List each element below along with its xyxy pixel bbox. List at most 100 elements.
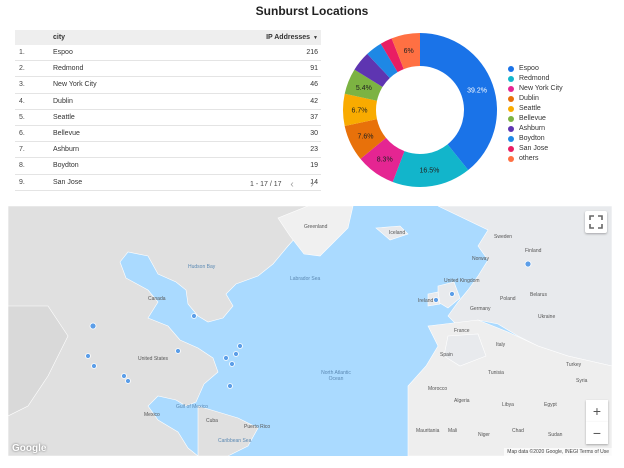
map-label-libya: Libya: [502, 402, 514, 408]
map-label-united-states: United States: [138, 356, 169, 362]
legend-label: Espoo: [519, 65, 539, 72]
table-body: 1. Espoo 216 2. Redmond 91 3. New York City 46 4.…: [15, 45, 321, 191]
row-number: 6.: [19, 129, 25, 137]
table-row[interactable]: 9. San Jose 14: [15, 175, 321, 191]
legend-swatch: [508, 66, 514, 72]
legend-swatch: [508, 146, 514, 152]
donut-slice-label: 7.6%: [357, 134, 373, 141]
legend-label: Redmond: [519, 75, 550, 82]
donut-chart: 39.2% 16.5% 8.3% 7.6% 6.7% 5.4% 6%: [343, 33, 497, 187]
row-number: 9.: [19, 178, 25, 186]
legend-swatch: [508, 126, 514, 132]
row-value: 19: [310, 162, 318, 170]
map[interactable]: Greenland Iceland Hudson Bay Labrador Se…: [8, 206, 612, 456]
column-header-ip-addresses[interactable]: IP Addresses ▼: [266, 34, 318, 41]
map-label-tunisia: Tunisia: [488, 370, 504, 376]
table-row[interactable]: 1. Espoo 216: [15, 45, 321, 62]
donut-slice-0[interactable]: [420, 33, 497, 171]
table-row[interactable]: 2. Redmond 91: [15, 61, 321, 78]
row-city: Ashburn: [53, 146, 80, 154]
row-number: 7.: [19, 146, 25, 154]
donut-slice-9[interactable]: [391, 33, 420, 70]
column-header-city[interactable]: city: [53, 34, 66, 41]
map-label-chad: Chad: [512, 428, 524, 434]
table-header: city IP Addresses ▼: [15, 30, 321, 45]
legend-label: Boydton: [519, 135, 545, 142]
table-row[interactable]: 5. Seattle 37: [15, 110, 321, 126]
map-label-mexico: Mexico: [144, 412, 160, 418]
map-land: [8, 206, 612, 456]
donut-slice-1[interactable]: [392, 144, 469, 187]
pagination-info: 1 - 17 / 17: [250, 181, 282, 188]
map-label-mali: Mali: [448, 428, 458, 434]
row-value: 23: [310, 146, 318, 154]
zoom-in-button[interactable]: +: [586, 400, 608, 422]
row-city: San Jose: [53, 178, 83, 186]
google-logo: Google: [12, 443, 47, 454]
zoom-out-button[interactable]: −: [586, 422, 608, 444]
donut-slice-2[interactable]: [360, 137, 405, 183]
map-label-caribbean: Caribbean Sea: [218, 438, 252, 444]
map-attribution[interactable]: Map data ©2020 Google, INEGI Terms of Us…: [504, 448, 612, 456]
map-label-niger: Niger: [478, 432, 490, 438]
table-row[interactable]: 6. Bellevue 30: [15, 126, 321, 143]
row-city: New York City: [53, 81, 97, 89]
next-page-icon[interactable]: ›: [310, 179, 314, 190]
legend-swatch: [508, 136, 514, 142]
donut-slice-4[interactable]: [343, 93, 377, 126]
row-value: 37: [310, 113, 318, 121]
donut-slice-label: 39.2%: [467, 87, 487, 94]
map-label-iceland: Iceland: [389, 230, 406, 236]
donut-slice-8[interactable]: [380, 38, 404, 73]
legend-label: others: [519, 155, 539, 162]
table-row[interactable]: 7. Ashburn 23: [15, 142, 321, 159]
legend-swatch: [508, 86, 514, 92]
map-label-hudson-bay: Hudson Bay: [188, 264, 216, 270]
legend-swatch: [508, 106, 514, 112]
prev-page-icon[interactable]: ‹: [290, 179, 294, 190]
row-number: 5.: [19, 113, 25, 121]
legend-swatch: [508, 96, 514, 102]
map-label-france: France: [454, 328, 470, 334]
row-city: Boydton: [53, 162, 79, 170]
legend-swatch: [508, 116, 514, 122]
map-label-syria: Syria: [576, 378, 588, 384]
map-label-labrador-sea: Labrador Sea: [290, 276, 321, 282]
donut-slice-label: 16.5%: [420, 167, 440, 174]
donut-slice-label: 5.4%: [356, 85, 372, 92]
map-label-norway: Norway: [472, 256, 489, 262]
table-row[interactable]: 3. New York City 46: [15, 77, 321, 94]
table-row[interactable]: 4. Dublin 42: [15, 94, 321, 110]
legend-swatch: [508, 76, 514, 82]
page-title: Sunburst Locations: [255, 4, 369, 18]
fullscreen-icon: [589, 215, 603, 229]
row-city: Bellevue: [53, 129, 80, 137]
map-label-greenland: Greenland: [304, 224, 328, 230]
row-number: 2.: [19, 65, 25, 73]
map-label-germany: Germany: [470, 306, 491, 312]
row-city: Espoo: [53, 49, 73, 56]
donut-slice-6[interactable]: [354, 53, 390, 87]
map-label-finland: Finland: [525, 248, 542, 254]
legend-label: New York City: [519, 85, 563, 92]
donut-slice-label: 6.7%: [352, 107, 368, 114]
donut-slice-7[interactable]: [367, 43, 398, 78]
row-value: 91: [310, 65, 318, 73]
map-label-cuba: Cuba: [206, 418, 218, 424]
map-label-united-kingdom: United Kingdom: [444, 278, 480, 284]
row-number: 3.: [19, 81, 25, 89]
donut-slice-5[interactable]: [344, 69, 383, 101]
map-label-egypt: Egypt: [544, 402, 557, 408]
legend-label: Bellevue: [519, 115, 546, 122]
legend-label: Ashburn: [519, 125, 546, 132]
table-row[interactable]: 8. Boydton 19: [15, 158, 321, 175]
row-value: 42: [310, 97, 318, 105]
fullscreen-button[interactable]: [585, 211, 607, 233]
donut-slice-label: 6%: [404, 48, 414, 55]
map-label-belarus: Belarus: [530, 292, 547, 298]
map-label-italy: Italy: [496, 342, 506, 348]
legend-label: San Jose: [519, 145, 549, 152]
row-value: 46: [310, 81, 318, 89]
row-value: 216: [306, 49, 318, 56]
donut-slice-3[interactable]: [344, 119, 386, 159]
